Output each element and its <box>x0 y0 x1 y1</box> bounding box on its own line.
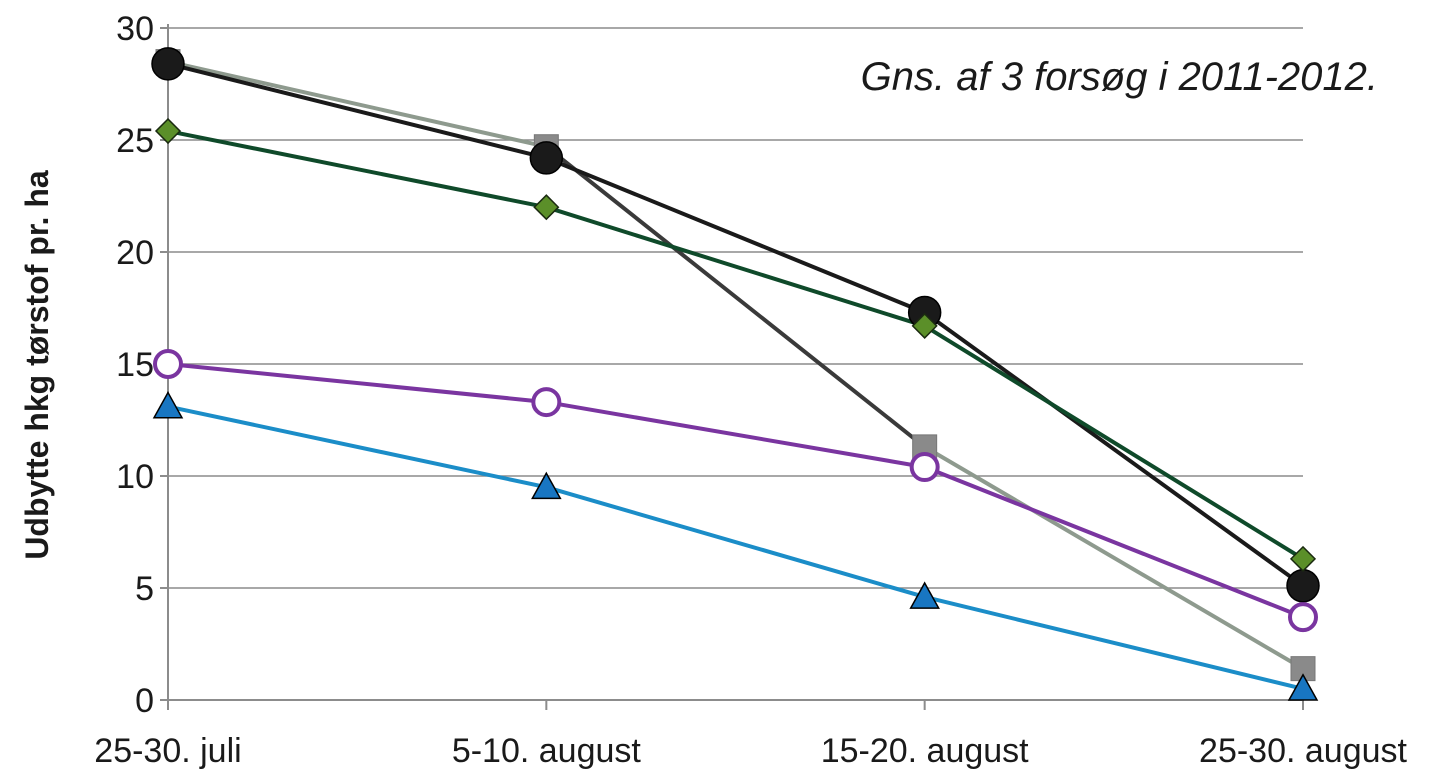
series-2-point <box>151 47 185 81</box>
x-tick-label: 25-30. juli <box>94 732 241 770</box>
x-tick-label: 5-10. august <box>452 732 642 770</box>
series-5-segment <box>166 404 549 490</box>
series-1-segment <box>544 144 927 449</box>
y-tick-label: 15 <box>116 346 154 384</box>
y-tick-label: 10 <box>116 458 154 496</box>
series-3-segment <box>544 205 927 328</box>
x-tick-labels: 25-30. juli 5-10. august 15-20. august 25-3… <box>94 732 1407 770</box>
y-tick-label: 30 <box>116 10 154 48</box>
series-3-point <box>154 117 182 145</box>
series-lines <box>166 59 1305 691</box>
series-2-segment <box>544 155 927 315</box>
y-tick-label: 25 <box>116 122 154 160</box>
y-tick-label: 20 <box>116 234 154 272</box>
y-tick-label: 0 <box>135 682 154 720</box>
series-4-point <box>1288 602 1318 633</box>
y-axis-title: Udbytte hkg tørstof pr. ha <box>19 170 55 560</box>
series-3-point <box>1289 545 1317 572</box>
series-5-segment <box>922 594 1305 691</box>
series-3-point <box>533 194 560 221</box>
series-4-segment <box>922 465 1305 620</box>
series-2-segment <box>166 61 549 160</box>
y-tick-labels: 0 5 10 15 20 25 30 <box>116 10 154 720</box>
series-4-point <box>153 349 183 379</box>
x-tick-label: 25-30. august <box>1199 732 1407 770</box>
series-3-segment <box>922 323 1305 561</box>
series-markers <box>151 47 1320 701</box>
series-5-point <box>909 581 940 609</box>
series-5-point <box>152 391 184 419</box>
series-4-segment <box>544 400 927 470</box>
series-5-point <box>1287 673 1319 701</box>
grid-lines <box>168 27 1303 589</box>
x-tick-label: 15-20. august <box>821 732 1029 770</box>
series-3-segment <box>166 129 549 210</box>
series-4-segment <box>166 362 549 405</box>
series-4-point <box>909 452 940 483</box>
axes <box>160 24 1304 710</box>
series-2-point <box>1286 569 1320 603</box>
series-5-segment <box>544 485 927 599</box>
series-1-segment <box>922 444 1305 671</box>
series-2-segment <box>922 310 1305 588</box>
series-5-point <box>531 471 562 500</box>
y-tick-label: 5 <box>135 570 154 608</box>
series-3-point <box>911 312 938 339</box>
chart-annotation: Gns. af 3 forsøg i 2011-2012. <box>861 55 1378 99</box>
series-2-point <box>529 141 564 175</box>
series-4-point <box>531 387 562 418</box>
series-1-segment <box>166 59 549 149</box>
